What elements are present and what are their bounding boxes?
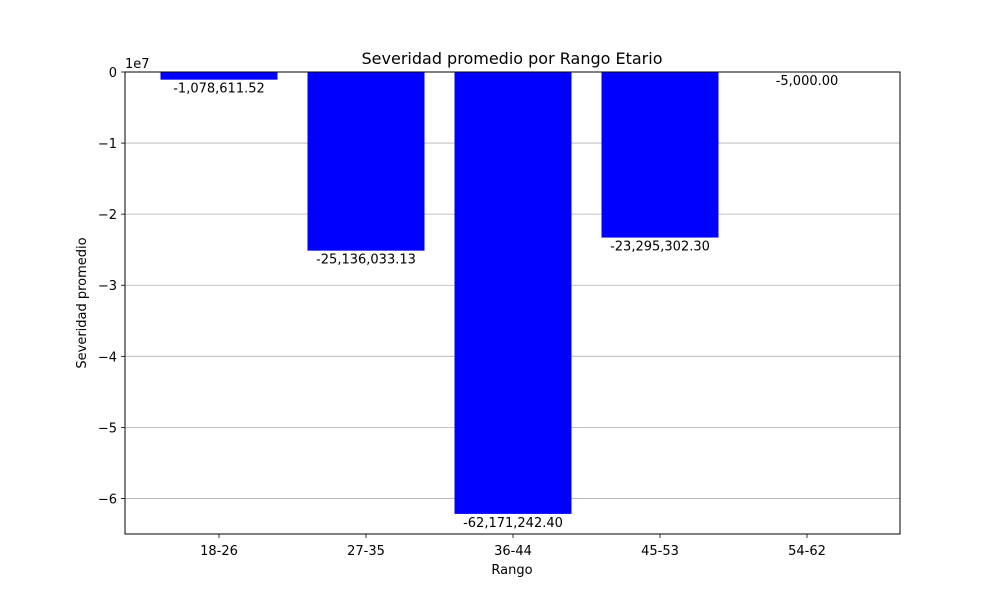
y-tick-label: −4 — [98, 350, 117, 365]
x-tick-label: 18-26 — [200, 544, 238, 559]
y-offset-label: 1e7 — [125, 57, 150, 72]
bar-value-label: -62,171,242.40 — [463, 516, 563, 531]
y-tick-label: 0 — [109, 66, 117, 81]
bar-value-label: -23,295,302.30 — [610, 240, 710, 255]
x-axis-label: Rango — [491, 563, 532, 578]
y-tick-label: −1 — [98, 137, 117, 152]
x-tick-label: 36-44 — [494, 544, 532, 559]
bar-value-label: -25,136,033.13 — [316, 253, 416, 268]
bar — [160, 72, 278, 80]
x-tick-label: 27-35 — [347, 544, 385, 559]
data-labels: -1,078,611.52 -25,136,033.13 -62,171,242.4… — [173, 74, 838, 531]
bar-value-label: -5,000.00 — [776, 74, 839, 89]
y-axis-ticks: 0 −1 −2 −3 −4 −5 −6 — [98, 66, 125, 507]
y-tick-label: −5 — [98, 421, 117, 436]
bar-value-label: -1,078,611.52 — [173, 82, 265, 97]
x-tick-label: 45-53 — [641, 544, 679, 559]
bar — [454, 72, 572, 514]
x-axis-ticks: 18-26 27-35 36-44 45-53 54-62 — [200, 534, 826, 559]
chart-title: Severidad promedio por Rango Etario — [362, 49, 663, 68]
y-tick-label: −6 — [98, 492, 117, 507]
y-tick-label: −2 — [98, 208, 117, 223]
bar — [307, 72, 425, 251]
plot-frame — [124, 71, 901, 535]
x-tick-label: 54-62 — [788, 544, 826, 559]
y-axis-label: Severidad promedio — [75, 237, 90, 368]
y-tick-label: −3 — [98, 279, 117, 294]
bar — [601, 72, 719, 238]
bars — [160, 72, 866, 514]
